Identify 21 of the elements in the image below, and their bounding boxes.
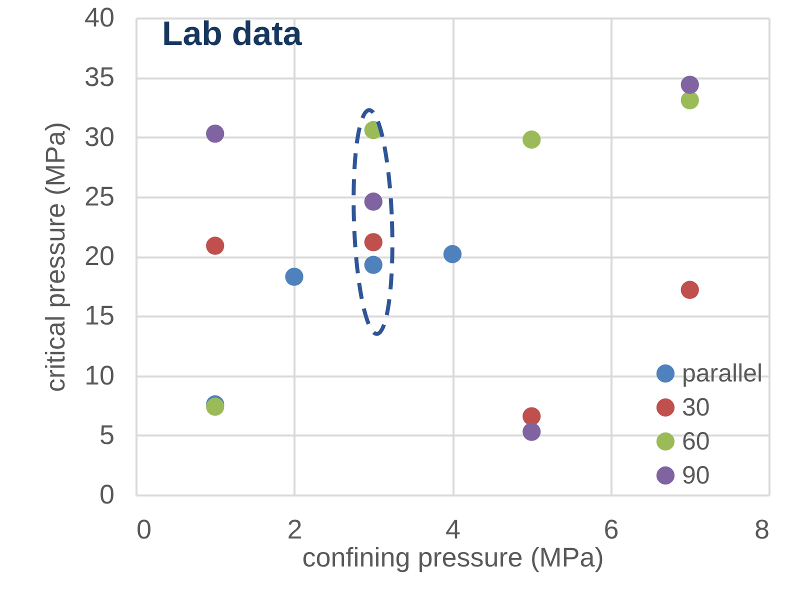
legend-label: 30 (682, 394, 710, 422)
legend-label: 60 (682, 428, 710, 456)
y-tick-label: 20 (84, 241, 114, 271)
x-axis-title: confining pressure (MPa) (302, 542, 604, 572)
x-tick-label: 0 (136, 514, 152, 544)
y-tick-label: 30 (84, 122, 114, 152)
legend-label: 90 (682, 462, 710, 490)
legend-label: parallel (682, 360, 763, 388)
x-tick-label: 6 (604, 514, 619, 544)
y-tick-label: 10 (84, 360, 114, 390)
y-tick-label: 5 (99, 420, 114, 450)
y-tick-label: 0 (99, 480, 114, 510)
x-tick-label: 8 (754, 514, 770, 544)
y-tick-label: 15 (84, 300, 114, 331)
y-axis-title: critical pressure (MPa) (40, 122, 70, 392)
x-tick-label: 2 (287, 514, 302, 544)
chart-title: Lab data (162, 15, 303, 53)
y-tick-label: 40 (84, 2, 114, 32)
y-tick-label: 25 (84, 181, 114, 212)
y-tick-label: 35 (84, 62, 114, 92)
x-tick-label: 4 (445, 514, 461, 544)
